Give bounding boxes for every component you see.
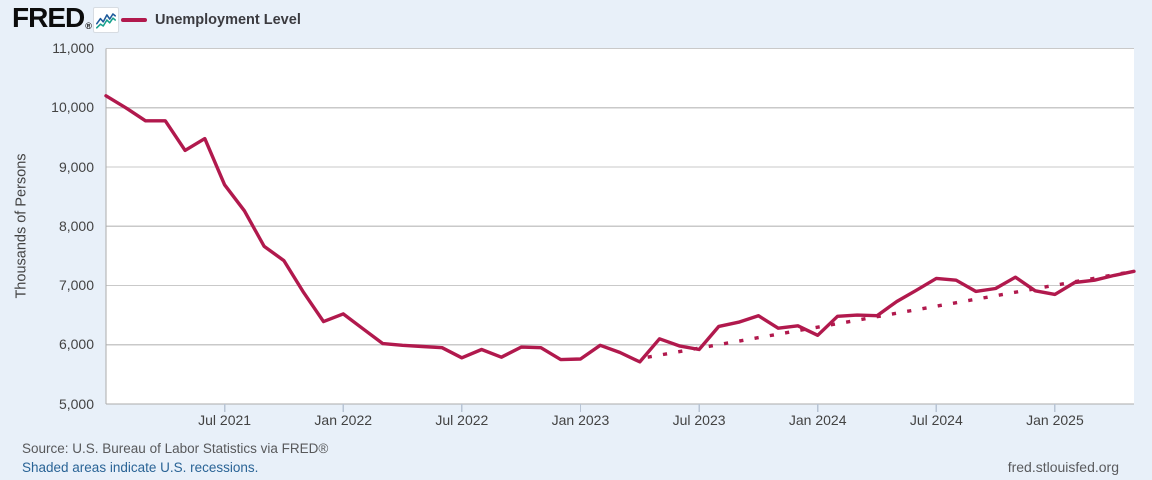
- registered-mark-icon: ®: [85, 21, 92, 31]
- x-axis-tick-label: Jan 2025: [1026, 412, 1084, 428]
- x-axis-tick-label: Jul 2024: [909, 412, 963, 428]
- y-axis-tick-label: 10,000: [51, 99, 94, 116]
- y-axis-tick-label: 11,000: [52, 40, 94, 56]
- x-axis-tick-label: Jul 2021: [198, 412, 252, 428]
- y-axis-tick-label: 8,000: [58, 217, 94, 234]
- y-axis-tick-label: 5,000: [58, 395, 94, 412]
- x-axis-tick-label: Jul 2022: [435, 412, 489, 428]
- unemployment-level-line: [104, 94, 1136, 364]
- y-axis-tick-label: 9,000: [58, 158, 94, 175]
- recession-note-link[interactable]: Shaded areas indicate U.S. recessions.: [22, 460, 259, 475]
- fred-sparkline-icon: [93, 7, 119, 33]
- legend-series-label: Unemployment Level: [155, 12, 301, 28]
- legend-line-swatch: [121, 18, 147, 22]
- x-axis-tick-label: Jul 2023: [672, 412, 726, 428]
- x-axis-tick-label: Jan 2022: [314, 412, 373, 428]
- y-axis-tick-label: 6,000: [58, 336, 94, 353]
- legend: Unemployment Level: [121, 0, 301, 40]
- fred-logo: FRED®: [12, 2, 92, 39]
- fred-logo-text: FRED: [12, 2, 85, 33]
- y-axis-tick-label: 7,000: [58, 277, 94, 293]
- x-axis-tick-label: Jan 2024: [788, 412, 847, 428]
- source-attribution: Source: U.S. Bureau of Labor Statistics …: [22, 441, 329, 456]
- site-url: fred.stlouisfed.org: [1007, 459, 1119, 475]
- x-axis-tick-label: Jan 2023: [551, 412, 610, 428]
